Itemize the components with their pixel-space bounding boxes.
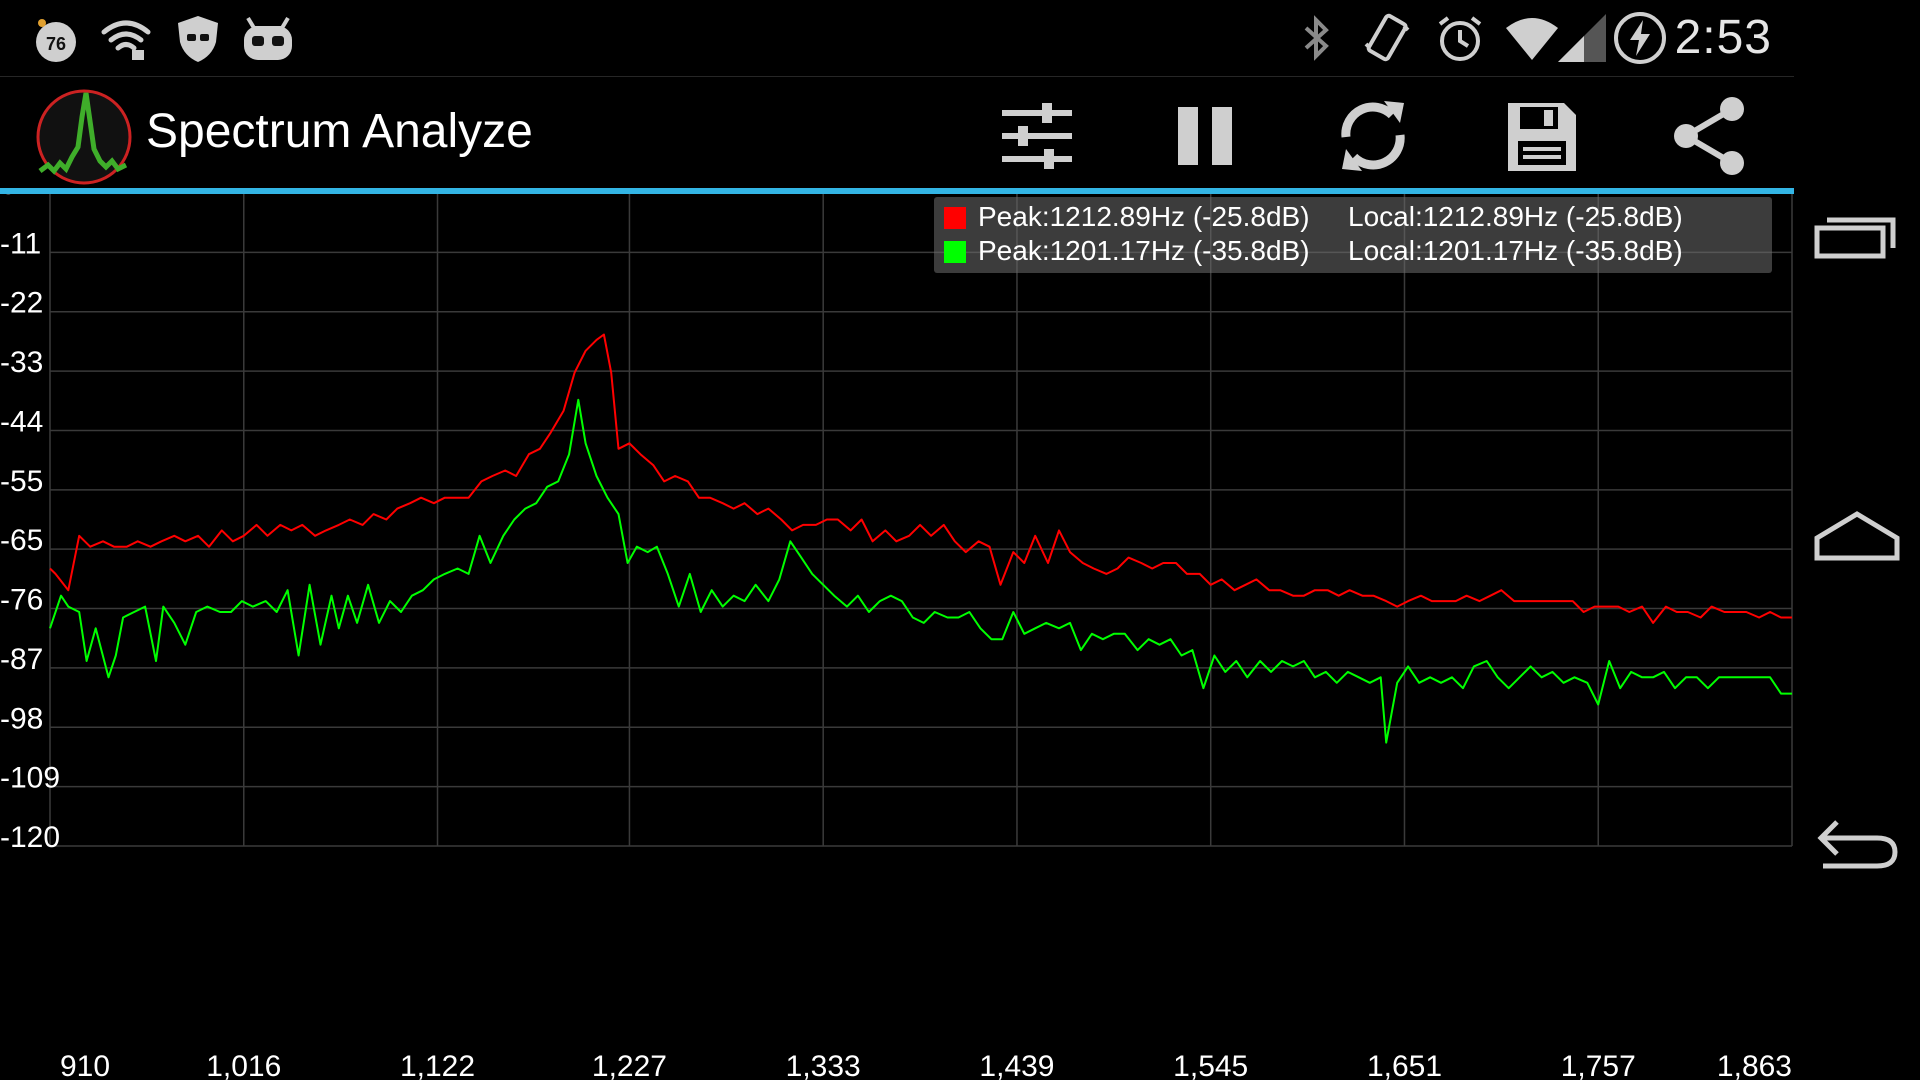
- y-axis-ticks: 0 -11 -22 -33 -44 -55 -65 -76 -87 -98 -109 -120: [0, 194, 60, 854]
- shield-icon: [170, 10, 226, 66]
- y-tick-label: -76: [0, 584, 43, 617]
- refresh-icon: [1341, 101, 1405, 171]
- x-tick-label: 1,863: [1717, 1050, 1792, 1080]
- alarm-icon: [1432, 10, 1488, 66]
- app-logo-icon[interactable]: [34, 87, 134, 187]
- y-tick-label: -33: [0, 346, 43, 379]
- series-line-green: [49, 398, 1792, 744]
- chart-series: [49, 333, 1792, 744]
- x-tick-label: 1,545: [1173, 1050, 1248, 1080]
- battery-icon: 76: [28, 10, 84, 66]
- action-bar-underline: [0, 188, 1794, 194]
- settings-sliders-icon: [1002, 103, 1072, 169]
- legend-row-green: Peak:1201.17Hz (-35.8dB) Local:1201.17Hz …: [944, 234, 1683, 268]
- legend-swatch-red: [944, 207, 966, 229]
- share-button[interactable]: [1664, 91, 1754, 181]
- settings-button[interactable]: [992, 91, 1082, 181]
- pause-icon: [1178, 107, 1232, 165]
- y-tick-label: -65: [0, 524, 43, 557]
- back-button[interactable]: [1807, 788, 1907, 888]
- bluetooth-icon: [1288, 10, 1344, 66]
- share-icon: [1674, 97, 1744, 175]
- vibrate-icon: [1360, 10, 1416, 66]
- status-clock: 2:53: [1674, 11, 1772, 64]
- x-tick-label: 1,333: [786, 1050, 861, 1080]
- chart-grid: [49, 194, 1793, 847]
- cyanogen-mascot-icon: [240, 10, 296, 66]
- recent-apps-icon: [1814, 217, 1896, 259]
- battery-level-text: 76: [46, 34, 66, 54]
- wifi-icon: [1504, 10, 1560, 66]
- y-tick-label: -44: [0, 405, 43, 438]
- y-tick-label: -55: [0, 465, 43, 498]
- y-tick-label: -22: [0, 287, 43, 320]
- action-bar: Spectrum Analyze: [0, 76, 1794, 189]
- legend-row-red: Peak:1212.89Hz (-25.8dB) Local:1212.89Hz …: [944, 200, 1683, 234]
- legend-swatch-green: [944, 241, 966, 263]
- recent-apps-button[interactable]: [1807, 188, 1907, 288]
- charging-icon: [1612, 10, 1668, 66]
- y-tick-label: -11: [0, 227, 41, 260]
- x-tick-label: 1,227: [592, 1050, 667, 1080]
- wifi-settings-icon: [98, 10, 154, 66]
- pause-button[interactable]: [1160, 91, 1250, 181]
- y-tick-label: -120: [0, 821, 60, 854]
- peak-legend: Peak:1212.89Hz (-25.8dB) Local:1212.89Hz …: [934, 197, 1772, 273]
- x-tick-label: 1,016: [206, 1050, 281, 1080]
- x-tick-label: 1,757: [1561, 1050, 1636, 1080]
- home-icon: [1814, 511, 1900, 561]
- series-line-red: [49, 333, 1792, 624]
- legend-peak-green: Peak:1201.17Hz (-35.8dB): [978, 235, 1310, 266]
- status-bar: 76: [0, 0, 1794, 76]
- x-tick-label: 910: [60, 1050, 110, 1080]
- app-title: Spectrum Analyze: [146, 105, 533, 158]
- save-button[interactable]: [1496, 91, 1586, 181]
- legend-local-green: Local:1201.17Hz (-35.8dB): [1348, 235, 1683, 266]
- x-tick-label: 1,122: [400, 1050, 475, 1080]
- y-tick-label: -98: [0, 702, 43, 735]
- home-button[interactable]: [1807, 488, 1907, 588]
- y-tick-label: -87: [0, 643, 43, 676]
- legend-local-red: Local:1212.89Hz (-25.8dB): [1348, 201, 1683, 232]
- x-axis-ticks: 910 1,016 1,122 1,227 1,333 1,439 1,545 1,651 1,…: [60, 1050, 1792, 1080]
- signal-icon: [1554, 10, 1610, 66]
- x-tick-label: 1,651: [1367, 1050, 1442, 1080]
- y-tick-label: 0: [0, 194, 17, 201]
- spectrum-plot[interactable]: 0 -11 -22 -33 -44 -55 -65 -76 -87 -98 -109 -120 910…: [0, 194, 1794, 1080]
- legend-peak-red: Peak:1212.89Hz (-25.8dB): [978, 201, 1310, 232]
- refresh-button[interactable]: [1328, 91, 1418, 181]
- navigation-bar: [1794, 0, 1920, 1080]
- x-tick-label: 1,439: [979, 1050, 1054, 1080]
- back-icon: [1817, 820, 1898, 869]
- spectrum-chart[interactable]: 0 -11 -22 -33 -44 -55 -65 -76 -87 -98 -109 -120 910…: [0, 194, 1794, 1080]
- y-tick-label: -109: [0, 762, 60, 795]
- save-icon: [1508, 103, 1576, 171]
